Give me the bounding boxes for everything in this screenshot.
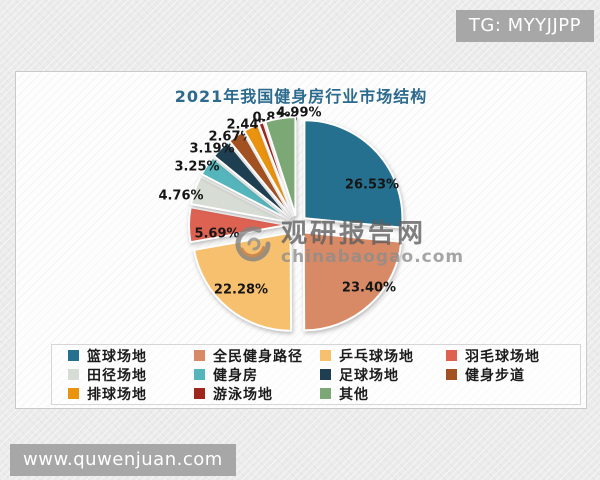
legend-swatch xyxy=(68,350,79,361)
chart-panel: 2021年我国健身房行业市场结构 26.53% 23.40% 22.28% 5.69%… xyxy=(15,71,587,409)
legend-label: 篮球场地 xyxy=(87,348,147,365)
slice-value-label: 26.53% xyxy=(345,178,399,193)
pie-slice-游泳场地 xyxy=(257,121,295,217)
pie-slice-足球场地 xyxy=(213,141,291,219)
legend-item-健身房: 健身房 xyxy=(190,366,316,383)
slice-value-label: 5.69% xyxy=(194,227,239,242)
pie-slice-其他 xyxy=(264,116,297,217)
pie-slice-健身步道 xyxy=(228,130,293,218)
pie-slice-田径场地 xyxy=(190,175,289,223)
legend-label: 全民健身路径 xyxy=(213,348,303,365)
legend-swatch xyxy=(320,369,331,380)
slice-value-label: 3.19% xyxy=(189,142,234,157)
legend-label: 排球场地 xyxy=(87,386,147,403)
legend-label: 游泳场地 xyxy=(213,386,273,403)
chart-title: 2021年我国健身房行业市场结构 xyxy=(174,87,428,106)
legend-swatch xyxy=(194,388,205,399)
pie-chart: 26.53% 23.40% 22.28% 5.69% 4.76% 3.25% 3.19%2.… xyxy=(158,106,404,332)
legend-swatch xyxy=(194,350,205,361)
legend: 篮球场地 全民健身路径 乒乓球场地 羽毛球场地田径场地 健身房 足球场地 健身步道排球场地 游… xyxy=(51,344,581,405)
legend-swatch xyxy=(446,350,457,361)
telegram-badge: TG: MYYJJPP xyxy=(455,10,594,42)
legend-swatch xyxy=(68,369,79,380)
legend-swatch xyxy=(194,369,205,380)
legend-label: 足球场地 xyxy=(339,367,399,384)
legend-item-乒乓球场地: 乒乓球场地 xyxy=(316,347,442,364)
legend-label: 羽毛球场地 xyxy=(465,348,540,365)
legend-item-田径场地: 田径场地 xyxy=(64,366,190,383)
legend-swatch xyxy=(68,388,79,399)
legend-item-游泳场地: 游泳场地 xyxy=(190,385,316,402)
legend-swatch xyxy=(320,388,331,399)
legend-item-健身步道: 健身步道 xyxy=(442,366,568,383)
slice-value-label: 4.76% xyxy=(158,189,203,204)
slice-value-label: 23.40% xyxy=(342,281,396,296)
legend-swatch xyxy=(320,350,331,361)
slice-value-label: 2.67% xyxy=(208,130,253,145)
legend-item-篮球场地: 篮球场地 xyxy=(64,347,190,364)
slice-value-label: 3.25% xyxy=(174,160,219,175)
legend-item-羽毛球场地: 羽毛球场地 xyxy=(442,347,568,364)
pie-slice-篮球场地 xyxy=(303,119,404,229)
legend-label: 田径场地 xyxy=(87,367,147,384)
legend-label: 其他 xyxy=(339,386,369,403)
legend-item-足球场地: 足球场地 xyxy=(316,366,442,383)
slice-value-label: 4.99% xyxy=(276,106,321,121)
slice-value-label: 22.28% xyxy=(214,283,268,298)
legend-label: 健身步道 xyxy=(465,367,525,384)
legend-item-排球场地: 排球场地 xyxy=(64,385,190,402)
pie-slice-健身房 xyxy=(200,156,290,221)
legend-swatch xyxy=(446,369,457,380)
website-badge: www.quwenjuan.com xyxy=(10,444,236,476)
legend-item-全民健身路径: 全民健身路径 xyxy=(190,347,316,364)
pie-slice-羽毛球场地 xyxy=(188,206,288,244)
pie-slice-排球场地 xyxy=(243,123,294,217)
legend-label: 乒乓球场地 xyxy=(339,348,414,365)
legend-label: 健身房 xyxy=(213,367,258,384)
legend-item-其他: 其他 xyxy=(316,385,442,402)
pie-slice-全民健身路径 xyxy=(302,231,403,332)
